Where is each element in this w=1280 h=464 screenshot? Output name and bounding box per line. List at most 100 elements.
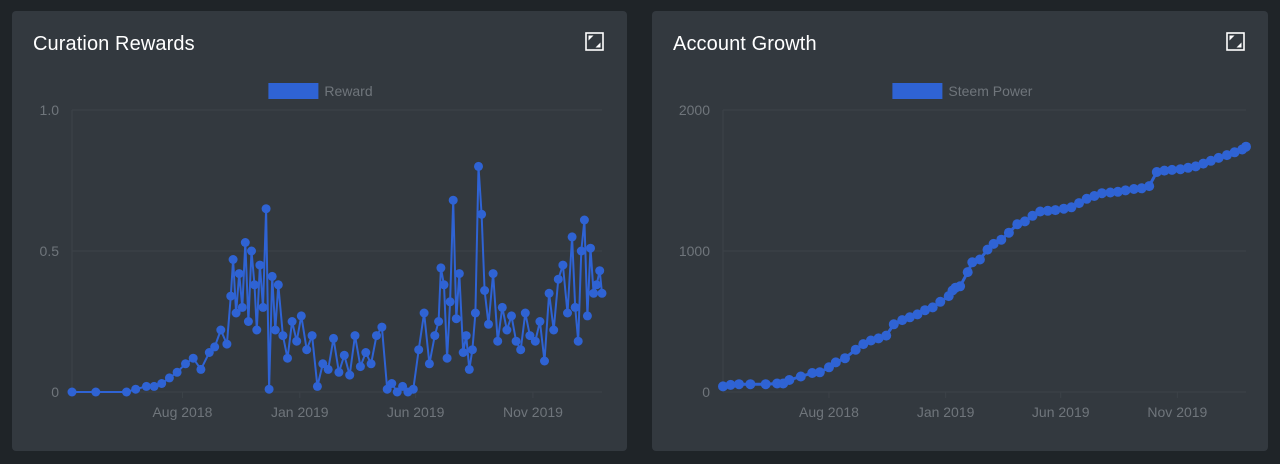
data-point bbox=[840, 353, 850, 364]
x-tick-label: Jan 2019 bbox=[917, 404, 975, 420]
data-point bbox=[1213, 152, 1224, 163]
data-point bbox=[745, 379, 756, 390]
data-point bbox=[222, 339, 232, 349]
expand-icon[interactable] bbox=[585, 32, 604, 51]
data-point bbox=[424, 359, 434, 369]
data-point bbox=[270, 325, 280, 335]
data-point bbox=[436, 263, 446, 273]
data-point bbox=[226, 291, 236, 301]
data-point bbox=[488, 269, 498, 279]
legend-label: Reward bbox=[324, 83, 372, 99]
x-tick-label: Aug 2018 bbox=[799, 404, 859, 420]
data-point bbox=[935, 296, 946, 307]
data-point bbox=[1221, 150, 1232, 161]
data-point bbox=[323, 364, 333, 374]
data-point bbox=[850, 344, 861, 355]
data-point bbox=[296, 311, 306, 321]
data-point bbox=[188, 353, 198, 363]
data-point bbox=[250, 280, 259, 290]
data-point bbox=[210, 342, 220, 352]
data-point bbox=[967, 257, 978, 268]
data-point bbox=[558, 260, 568, 270]
legend-swatch bbox=[892, 83, 943, 99]
data-point bbox=[392, 387, 402, 397]
data-point bbox=[434, 317, 444, 326]
data-point bbox=[1159, 165, 1170, 176]
x-tick-label: Jun 2019 bbox=[387, 404, 445, 420]
data-point bbox=[996, 234, 1007, 245]
data-point bbox=[461, 331, 471, 341]
data-point bbox=[1012, 219, 1023, 230]
data-point bbox=[507, 311, 516, 321]
data-point bbox=[1096, 188, 1107, 199]
data-point bbox=[350, 331, 360, 341]
data-point bbox=[454, 269, 464, 279]
data-point bbox=[595, 266, 605, 276]
data-point bbox=[858, 339, 869, 350]
y-tick-label: 1000 bbox=[679, 243, 710, 259]
data-point bbox=[865, 335, 876, 346]
data-point bbox=[1105, 187, 1116, 198]
data-point bbox=[307, 331, 317, 341]
data-point bbox=[927, 302, 938, 313]
y-tick-label: 1.0 bbox=[40, 102, 60, 118]
data-point bbox=[597, 288, 607, 298]
data-point bbox=[439, 280, 449, 290]
expand-icon[interactable] bbox=[1226, 32, 1245, 51]
data-point bbox=[419, 308, 429, 318]
legend: Reward bbox=[268, 83, 373, 99]
data-point bbox=[1151, 167, 1162, 177]
data-point bbox=[586, 243, 595, 253]
data-point bbox=[366, 359, 376, 369]
data-point bbox=[511, 336, 521, 346]
data-point bbox=[141, 381, 151, 391]
x-tick-label: Aug 2018 bbox=[152, 404, 212, 420]
y-tick-label: 0 bbox=[702, 384, 710, 400]
data-point bbox=[157, 379, 167, 388]
data-point bbox=[904, 312, 915, 323]
data-point bbox=[830, 357, 841, 368]
data-point bbox=[258, 302, 268, 312]
data-point bbox=[240, 238, 250, 247]
data-point bbox=[451, 314, 461, 324]
data-point bbox=[1050, 205, 1061, 216]
data-point bbox=[530, 336, 540, 346]
series-line bbox=[722, 145, 1247, 388]
data-point bbox=[563, 308, 572, 318]
data-point bbox=[1198, 158, 1209, 169]
data-point bbox=[784, 375, 795, 385]
data-point bbox=[234, 269, 244, 279]
data-point bbox=[196, 364, 206, 374]
x-tick-label: Nov 2019 bbox=[1147, 404, 1207, 420]
data-point bbox=[567, 232, 577, 242]
account-growth-panel: Account Growth Steem Power 0 1000 2000 Aug 2… bbox=[652, 11, 1268, 451]
data-point bbox=[493, 336, 503, 346]
data-point bbox=[445, 297, 455, 307]
data-point bbox=[579, 215, 589, 225]
data-point bbox=[589, 288, 599, 298]
data-point bbox=[398, 381, 408, 391]
data-point bbox=[237, 302, 247, 312]
data-point bbox=[252, 325, 262, 335]
data-point bbox=[243, 317, 253, 326]
data-point bbox=[955, 281, 966, 292]
data-point bbox=[339, 350, 349, 360]
data-point bbox=[1205, 155, 1216, 166]
data-point bbox=[1120, 185, 1131, 196]
data-point bbox=[470, 308, 480, 318]
data-point bbox=[267, 271, 277, 281]
data-point bbox=[582, 311, 592, 321]
data-point bbox=[888, 319, 899, 330]
data-point bbox=[122, 387, 131, 397]
data-point bbox=[1058, 203, 1069, 214]
data-point bbox=[278, 331, 288, 341]
data-point bbox=[91, 387, 101, 397]
data-point bbox=[760, 379, 771, 390]
x-tick-label: Jun 2019 bbox=[1032, 404, 1090, 420]
data-point bbox=[442, 353, 452, 363]
data-point bbox=[377, 322, 387, 332]
panel-title: Account Growth bbox=[673, 33, 817, 55]
data-point bbox=[1035, 206, 1046, 217]
data-point bbox=[734, 379, 744, 390]
data-point bbox=[255, 260, 265, 270]
